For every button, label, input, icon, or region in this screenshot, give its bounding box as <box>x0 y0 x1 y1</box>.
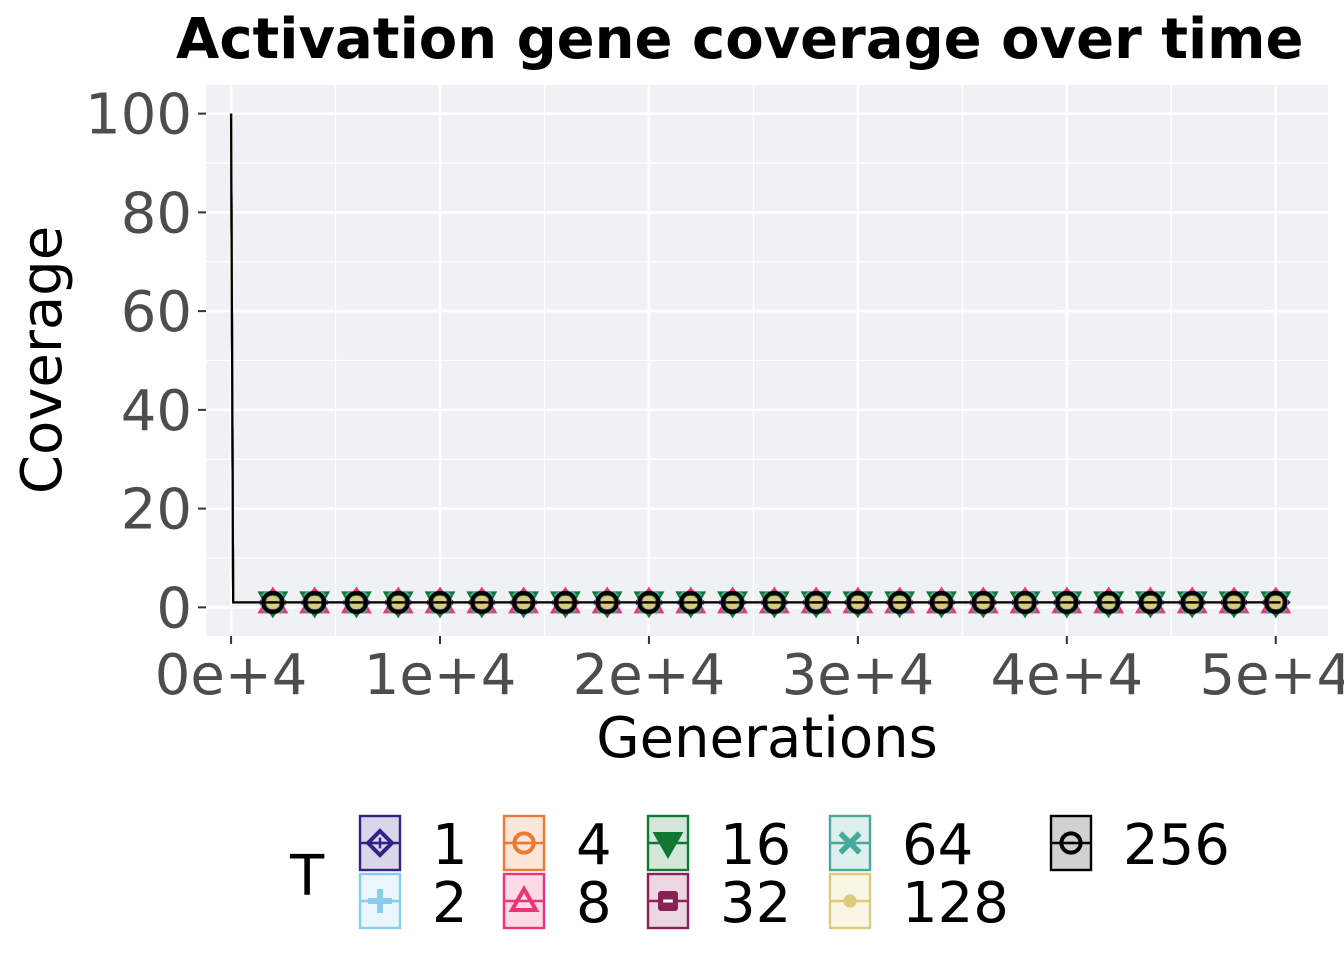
legend-key-marker <box>838 831 862 855</box>
x-tick-label: 2e+4 <box>573 643 726 708</box>
data-point <box>553 590 577 615</box>
legend-key-marker <box>843 894 857 908</box>
data-point <box>1013 590 1037 615</box>
data-point <box>804 590 828 615</box>
plot-area <box>206 85 1328 636</box>
data-point <box>720 590 745 615</box>
data-point <box>1222 590 1246 615</box>
legend-key-2 <box>358 872 402 930</box>
legend-key-1 <box>358 814 402 872</box>
legend-key-256 <box>1049 814 1093 872</box>
data-point <box>595 590 619 615</box>
legend-key-marker <box>368 889 392 913</box>
legend-key-marker <box>1059 831 1083 855</box>
data-point <box>1180 590 1204 615</box>
x-tick-label: 1e+4 <box>364 643 517 708</box>
data-point <box>470 590 494 615</box>
y-tick-label: 40 <box>121 379 192 444</box>
legend-key-marker <box>508 884 540 912</box>
legend-label: 4 <box>576 813 612 878</box>
x-tick-label: 0e+4 <box>155 643 308 708</box>
y-tick-label: 60 <box>121 280 192 345</box>
legend-label: 256 <box>1123 813 1230 878</box>
legend-label: 32 <box>720 871 791 936</box>
legend-key-128 <box>828 872 872 930</box>
legend-label: 128 <box>902 871 1009 936</box>
x-axis-title: Generations <box>596 706 938 771</box>
y-axis: 0 20 40 60 80 100 <box>85 83 206 641</box>
legend-label: 2 <box>432 871 468 936</box>
data-point <box>386 590 410 615</box>
legend-label: 1 <box>432 813 468 878</box>
legend-key-8 <box>502 872 546 930</box>
y-axis-title: Coverage <box>10 226 75 494</box>
x-tick-label: 4e+4 <box>991 643 1144 708</box>
legend-label: 8 <box>576 871 612 936</box>
legend-label: 16 <box>720 813 791 878</box>
legend-key-4 <box>502 814 546 872</box>
series-256 <box>229 113 1288 615</box>
legend-key-marker-detail <box>374 837 386 849</box>
legend-key-32 <box>646 872 690 930</box>
legend-title: T <box>289 844 325 909</box>
data-point <box>637 590 661 615</box>
x-axis: 0e+4 1e+4 2e+4 3e+4 4e+4 5e+4 <box>155 636 1344 708</box>
data-point <box>1055 590 1079 615</box>
data-point <box>888 590 912 615</box>
data-point <box>846 590 870 615</box>
x-tick-label: 3e+4 <box>782 643 935 708</box>
legend-key-64 <box>828 814 872 872</box>
y-tick-label: 20 <box>121 478 192 543</box>
legend-key-marker <box>512 831 536 855</box>
data-point <box>511 590 536 615</box>
data-point <box>428 590 452 615</box>
y-tick-label: 80 <box>121 181 192 246</box>
y-tick-label: 0 <box>156 576 192 641</box>
data-point <box>1138 590 1163 615</box>
data-point <box>679 590 703 615</box>
legend-key-marker <box>652 832 684 860</box>
data-point <box>1264 590 1288 615</box>
x-tick-label: 5e+4 <box>1199 643 1344 708</box>
data-point <box>261 590 285 615</box>
data-point <box>1097 590 1121 615</box>
data-point <box>971 590 995 615</box>
data-point <box>303 590 327 615</box>
y-tick-label: 100 <box>85 83 192 148</box>
legend-key-16 <box>646 814 690 872</box>
data-point <box>929 590 954 615</box>
legend-key-marker <box>365 828 395 858</box>
data-point <box>762 590 786 615</box>
legend-label: 64 <box>902 813 973 878</box>
data-point <box>344 590 369 615</box>
chart-title: Activation gene coverage over time <box>176 7 1304 72</box>
